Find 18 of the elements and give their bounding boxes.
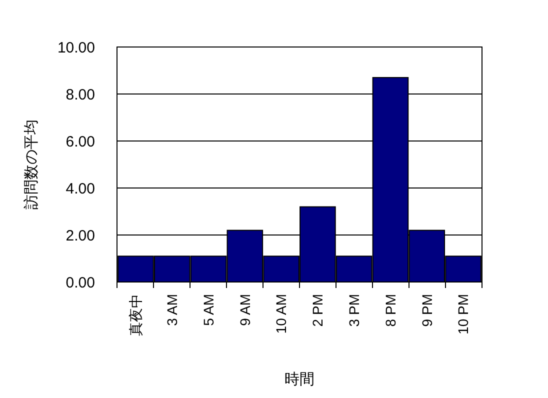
y-tick-label: 6.00 bbox=[66, 133, 95, 150]
y-axis-title: 訪問数の平均 bbox=[23, 120, 40, 210]
y-tick-label: 2.00 bbox=[66, 227, 95, 244]
x-axis-title: 時間 bbox=[284, 371, 314, 388]
y-tick-label: 8.00 bbox=[66, 86, 95, 104]
y-tick-label: 4.00 bbox=[66, 180, 95, 198]
x-tick-label: 3 AM bbox=[164, 294, 180, 326]
x-tick-label: 8 PM bbox=[382, 294, 398, 327]
x-tick-label: 5 AM bbox=[200, 294, 216, 326]
x-tick-label: 10 PM bbox=[455, 294, 472, 334]
x-tick-label: 9 PM bbox=[418, 294, 435, 327]
x-tick-label: 9 AM bbox=[236, 294, 253, 326]
x-tick-label: 真夜中 bbox=[128, 294, 144, 336]
y-tick-label: 0.00 bbox=[66, 274, 95, 292]
x-tick-label: 3 PM bbox=[346, 294, 362, 327]
x-tick-label: 10 AM bbox=[273, 294, 290, 334]
y-tick-label: 10.00 bbox=[57, 39, 95, 56]
x-tick-label: 2 PM bbox=[310, 294, 326, 327]
